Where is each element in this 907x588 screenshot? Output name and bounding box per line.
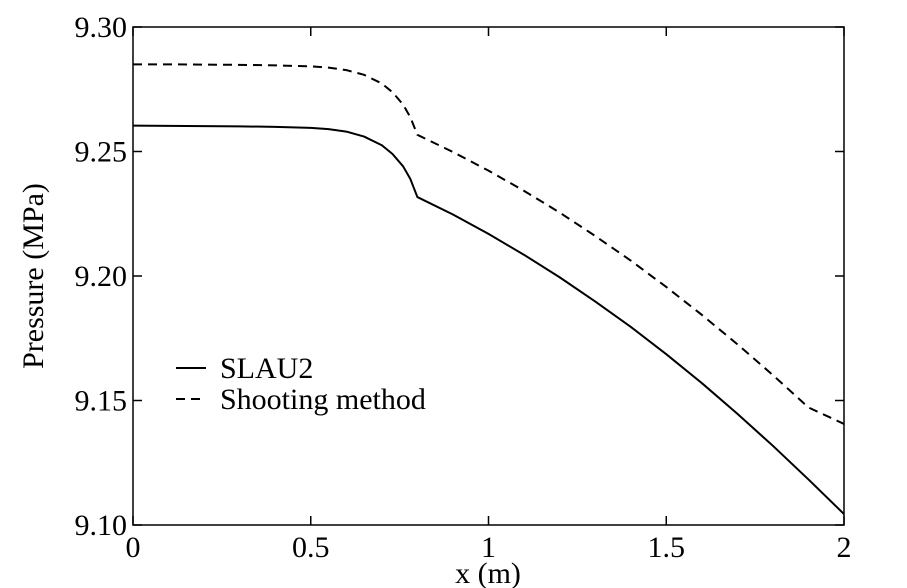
y-tick-label-0: 9.10 [75, 509, 128, 542]
x-tick-label-3: 1.5 [648, 531, 686, 564]
x-tick-label-4: 2 [837, 531, 852, 564]
y-tick-label-4: 9.30 [75, 11, 128, 44]
x-tick-label-0: 0 [126, 531, 141, 564]
legend-label-1: Shooting method [220, 383, 426, 416]
y-tick-label-2: 9.20 [75, 260, 128, 293]
y-tick-label-1: 9.15 [75, 385, 128, 418]
axis-ticks: 0 0.5 1 1.5 2 9.10 9.15 9.20 9.25 9.30 [75, 11, 852, 564]
series-line-0 [132, 124, 845, 515]
legend-label-0: SLAU2 [220, 352, 313, 385]
y-axis-label: Pressure (MPa) [17, 183, 50, 369]
plot-frame [132, 26, 845, 526]
x-axis-label: x (m) [455, 557, 521, 588]
x-tick-label-2: 1 [481, 531, 496, 564]
plot-area [132, 63, 845, 515]
y-tick-label-3: 9.25 [75, 136, 128, 169]
series-line-1 [133, 63, 845, 425]
x-tick-label-1: 0.5 [292, 531, 330, 564]
